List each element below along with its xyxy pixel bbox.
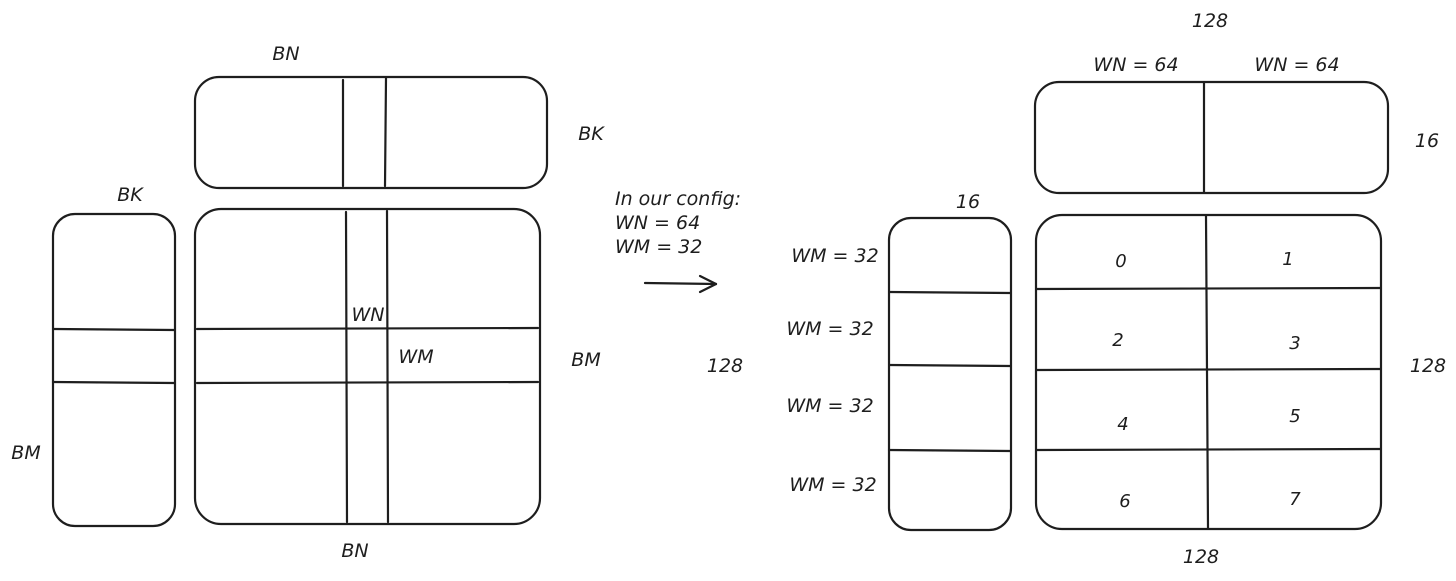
a-tile-concrete-row-3 [887, 448, 1012, 453]
c-tile-warp-row-top [195, 326, 540, 331]
a-tile-concrete-box [887, 216, 1013, 532]
a-tile-concrete-row-label-2: WM = 32 [786, 395, 873, 417]
warp-id-6: 6 [1119, 491, 1130, 512]
config-title: In our config: [615, 188, 741, 210]
b-tile-box [193, 75, 549, 190]
c-tile-concrete-row-2 [1035, 367, 1382, 372]
warp-id-7: 7 [1289, 489, 1301, 510]
config-note: In our config: WN = 64 WM = 32 [615, 188, 741, 294]
c-tile-warp-col-left [344, 210, 349, 524]
a-tile [51, 212, 177, 528]
config-wm: WM = 32 [615, 236, 702, 258]
b-tile-concrete-col-label-1: WN = 64 [1254, 54, 1339, 76]
a-tile-concrete-total: 128 [707, 355, 743, 377]
b-tile-concrete-total: 128 [1192, 10, 1228, 32]
b-tile-concrete-col-label-0: WN = 64 [1093, 54, 1178, 76]
c-tile-concrete-row-1 [1035, 286, 1382, 291]
c-tile-concrete-row-3 [1035, 447, 1382, 452]
b-tile-warp-col-right [383, 76, 388, 188]
a-tile-warp-row-bottom [51, 380, 176, 385]
b-tile-concrete [1033, 80, 1390, 195]
a-tile-concrete-row-2 [888, 363, 1012, 368]
b-tile-concrete-right-label: 16 [1415, 130, 1439, 152]
arrow-right-icon [643, 274, 718, 294]
c-tile-concrete-bottom-total: 128 [1183, 546, 1219, 568]
a-tile-concrete-row-label-0: WM = 32 [791, 245, 878, 267]
warp-id-3: 3 [1289, 333, 1300, 354]
a-tile-concrete-row-label-1: WM = 32 [786, 318, 873, 340]
b-tile-top-label: BN [272, 43, 299, 65]
c-tile [193, 207, 542, 526]
b-tile-concrete-box [1033, 80, 1390, 195]
a-tile-box [51, 212, 177, 528]
c-tile-wm-label: WM [398, 346, 433, 368]
a-tile-top-label: BK [117, 184, 144, 206]
c-tile-warp-row-bottom [195, 380, 540, 385]
c-tile-right-label: BM [571, 349, 600, 371]
c-tile-concrete-box [1034, 213, 1383, 531]
a-tile-concrete-row-label-3: WM = 32 [789, 474, 876, 496]
c-tile-bottom-label: BN [341, 540, 368, 562]
a-tile-concrete-top-label: 16 [956, 191, 980, 213]
a-tile-concrete-row-1 [888, 290, 1012, 295]
warp-id-5: 5 [1289, 406, 1300, 427]
b-tile [193, 75, 549, 190]
concrete-tiling: 128 WN = 64 WN = 64 16 16 WM = 32 WM = 3… [707, 10, 1446, 568]
b-tile-right-label: BK [578, 123, 605, 145]
c-tile-concrete-col-split [1204, 214, 1210, 530]
c-tile-warp-col-right [385, 209, 390, 524]
c-tile-concrete [1034, 213, 1383, 531]
c-tile-box [193, 207, 542, 526]
warp-id-0: 0 [1115, 251, 1126, 272]
generic-tiling: BN BK BK BM WN WM BM BN [11, 43, 605, 562]
a-tile-warp-row-top [52, 327, 176, 332]
c-tile-concrete-right-total: 128 [1410, 355, 1446, 377]
c-tile-wn-label: WN [352, 304, 385, 326]
warp-id-1: 1 [1282, 249, 1293, 270]
config-wn: WN = 64 [615, 212, 700, 234]
a-tile-left-label: BM [11, 442, 40, 464]
warp-id-4: 4 [1117, 414, 1128, 435]
warp-id-2: 2 [1112, 330, 1123, 351]
a-tile-concrete [887, 216, 1013, 532]
